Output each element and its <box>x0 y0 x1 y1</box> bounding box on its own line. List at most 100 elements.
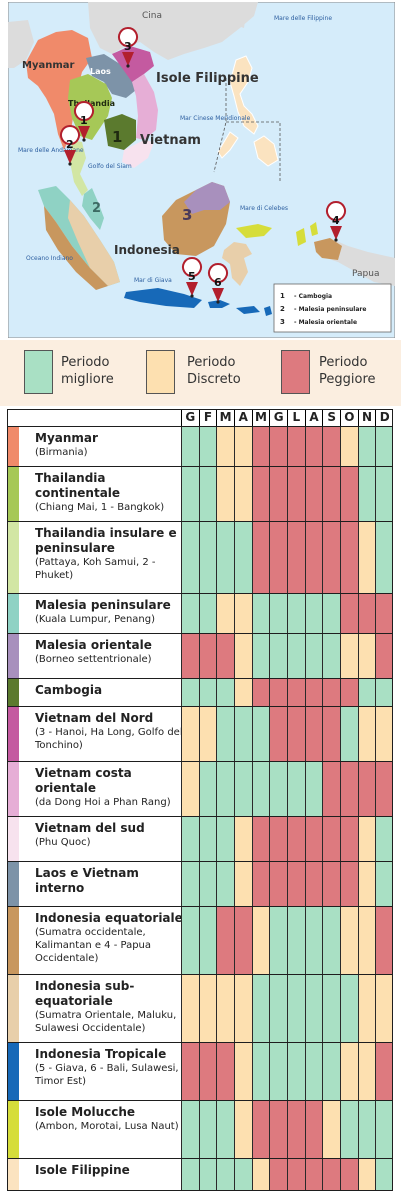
month-cell <box>340 634 358 678</box>
month-cell <box>357 817 376 861</box>
month-cell <box>322 762 341 816</box>
row-label: Isole Molucche (Ambon, Morotai, Lusa Naut… <box>35 1105 183 1133</box>
month-cell <box>375 679 394 706</box>
month-cell <box>234 634 252 678</box>
row-name: Isole Molucche <box>35 1105 136 1119</box>
month-header: N <box>357 409 376 426</box>
row-color-strip <box>7 467 19 521</box>
month-cell <box>287 1043 305 1100</box>
legend-best-line1: Periodo <box>61 355 110 370</box>
month-cell <box>287 1159 305 1191</box>
borneo-north <box>184 182 230 214</box>
month-cell <box>216 594 234 633</box>
month-cell <box>181 1043 199 1100</box>
month-cell <box>322 634 341 678</box>
row-label: Thailandia continentale (Chiang Mai, 1 - … <box>35 471 183 514</box>
month-cell <box>181 522 199 593</box>
month-cell <box>322 1043 341 1100</box>
month-cell <box>340 1101 358 1158</box>
vietnam-coast-region <box>132 74 158 140</box>
month-cell <box>181 707 199 761</box>
row-subtitle: (Birmania) <box>35 447 88 458</box>
map-pin-4: 4 <box>326 201 346 242</box>
map-pin-6: 6 <box>208 263 228 304</box>
month-cell <box>234 762 252 816</box>
china-land <box>88 2 258 60</box>
month-cell <box>375 975 394 1042</box>
month-cell <box>251 634 270 678</box>
row-subtitle: (Chiang Mai, 1 - Bangkok) <box>35 502 165 513</box>
month-cell <box>357 1159 376 1191</box>
month-cell <box>357 1043 376 1100</box>
map-pin-3: 3 <box>118 27 138 68</box>
month-cell <box>287 862 305 906</box>
month-cell <box>287 679 305 706</box>
month-cell <box>375 634 394 678</box>
month-cell <box>251 427 270 466</box>
row-label: Vietnam del sud (Phu Quoc) <box>35 821 183 849</box>
month-cell <box>375 862 394 906</box>
row-color-strip <box>7 975 19 1042</box>
month-cell <box>322 679 341 706</box>
row-subtitle: (5 - Giava, 6 - Bali, Sulawesi, Timor Es… <box>35 1063 179 1087</box>
month-cell <box>340 522 358 593</box>
month-header: M <box>216 409 234 426</box>
month-cell <box>340 427 358 466</box>
month-header: G <box>181 409 199 426</box>
month-cell <box>198 1101 217 1158</box>
month-cell <box>340 762 358 816</box>
month-cell <box>287 907 305 974</box>
month-cell <box>340 817 358 861</box>
month-cell <box>357 634 376 678</box>
month-cell <box>234 907 252 974</box>
month-cell <box>198 1159 217 1191</box>
row-name: Vietnam del Nord <box>35 711 154 725</box>
row-name: Indonesia Tropicale <box>35 1047 167 1061</box>
table-row: Vietnam del Nord (3 - Hanoi, Ha Long, Gol… <box>7 706 394 761</box>
row-name: Thailandia insulare e peninsulare <box>35 526 177 555</box>
month-cell <box>340 707 358 761</box>
row-subtitle: (3 - Hanoi, Ha Long, Golfo del Tonchino) <box>35 727 183 751</box>
table-row: Indonesia equatoriale (Sumatra occidental… <box>7 906 394 974</box>
month-cell <box>322 817 341 861</box>
row-name: Indonesia equatoriale <box>35 911 183 925</box>
philippine-sea-label: Mare delle Filippine <box>274 15 332 22</box>
row-name: Myanmar <box>35 431 98 445</box>
row-color-strip <box>7 1043 19 1100</box>
row-color-strip <box>7 594 19 633</box>
legend-best-line2: migliore <box>61 372 114 387</box>
myanmar-label: Myanmar <box>22 60 75 71</box>
month-cell <box>304 427 323 466</box>
sumatra-west <box>44 206 108 290</box>
legend-label-fair: Periodo Discreto <box>187 354 241 388</box>
month-cell <box>251 817 270 861</box>
month-cell <box>269 522 287 593</box>
map-pin-2: 2 <box>60 125 80 166</box>
month-cell <box>322 594 341 633</box>
row-label: Isole Filippine <box>35 1163 183 1178</box>
row-label: Cambogia <box>35 683 183 698</box>
month-cell <box>216 862 234 906</box>
table-row: Isole Filippine <box>7 1158 394 1191</box>
month-cell <box>234 817 252 861</box>
month-cell <box>357 427 376 466</box>
svg-text:3: 3 <box>124 40 132 53</box>
month-cell <box>304 522 323 593</box>
month-cell <box>340 862 358 906</box>
month-cell <box>251 1101 270 1158</box>
row-label: Indonesia Tropicale (5 - Giava, 6 - Bali,… <box>35 1047 183 1088</box>
month-cell <box>198 1043 217 1100</box>
month-cell <box>234 1043 252 1100</box>
month-cell <box>340 1043 358 1100</box>
papua-west <box>314 238 342 260</box>
month-cell <box>251 679 270 706</box>
month-cell <box>198 467 217 521</box>
month-cell <box>269 817 287 861</box>
month-cell <box>234 594 252 633</box>
table-row: Vietnam del sud (Phu Quoc) <box>7 816 394 861</box>
month-cell <box>198 907 217 974</box>
month-cell <box>234 975 252 1042</box>
month-cell <box>216 634 234 678</box>
row-label: Thailandia insulare e peninsulare (Pattay… <box>35 526 183 582</box>
taiwan-island <box>238 12 246 28</box>
